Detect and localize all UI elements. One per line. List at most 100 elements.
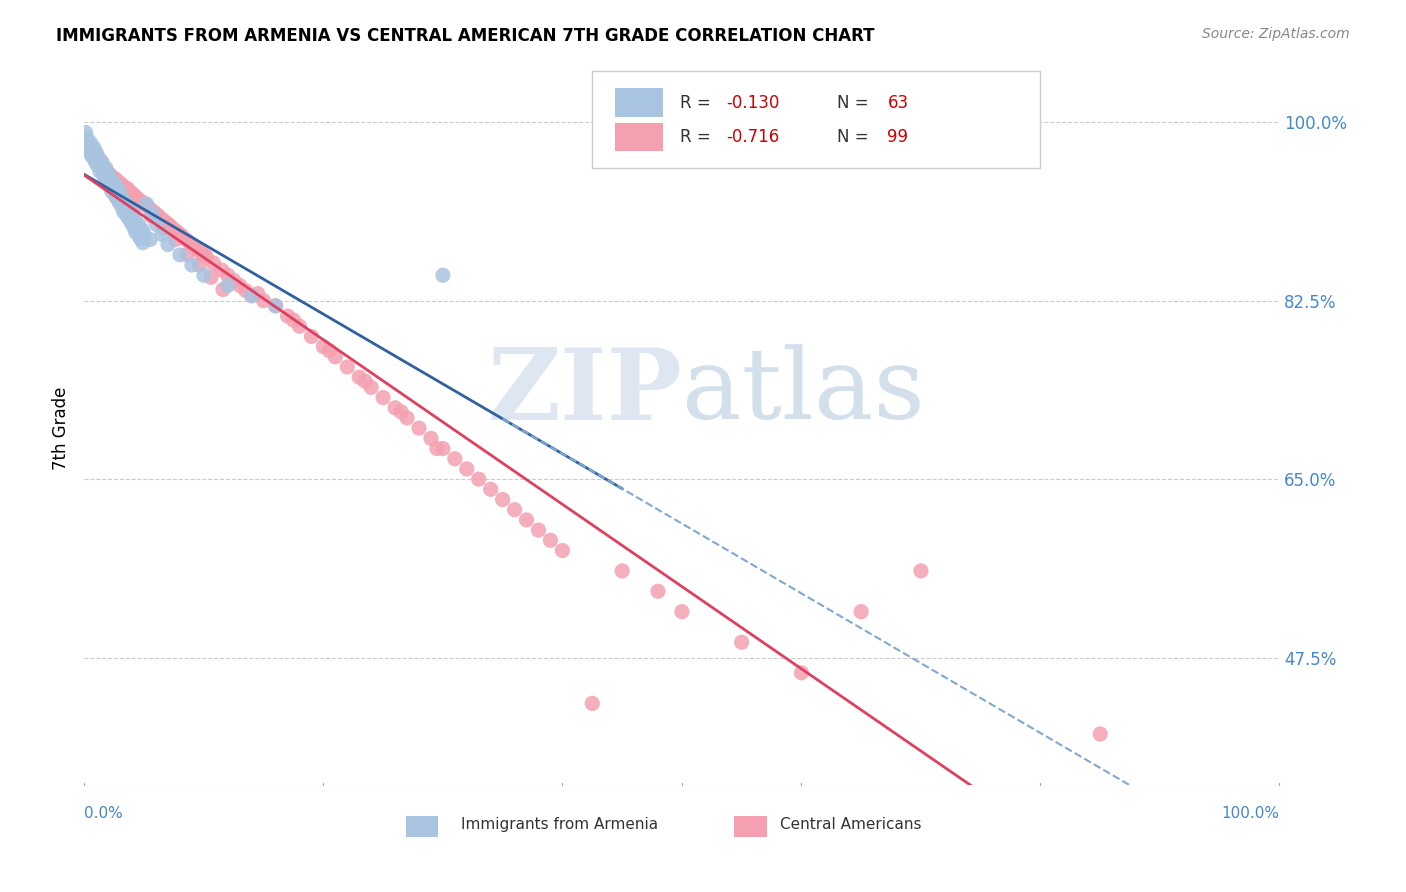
Point [93,169,115,183]
Point [83,141,105,155]
Point [120,215,142,229]
Point [115,181,138,195]
Text: 100.0%: 100.0% [1222,806,1279,822]
Point [349,370,371,384]
Point [104,172,127,186]
Point [148,209,170,223]
Point [84,154,107,169]
Point [105,191,128,205]
Point [790,665,813,680]
Point [217,278,239,293]
Point [229,278,252,293]
Point [131,222,153,236]
Point [188,258,211,272]
Point [104,188,127,202]
Point [117,211,139,226]
Point [426,442,449,456]
Point [108,194,131,209]
Point [93,170,115,185]
Point [118,202,141,216]
Point [77,144,100,158]
Point [87,158,110,172]
Point [157,217,180,231]
Text: -0.130: -0.130 [725,94,779,112]
Point [127,217,149,231]
Point [114,201,136,215]
Text: Immigrants from Armenia: Immigrants from Armenia [461,817,658,831]
Text: Central Americans: Central Americans [780,817,921,831]
Point [128,197,150,211]
Point [142,205,165,219]
Text: IMMIGRANTS FROM ARMENIA VS CENTRAL AMERICAN 7TH GRADE CORRELATION CHART: IMMIGRANTS FROM ARMENIA VS CENTRAL AMERI… [56,27,875,45]
Point [551,543,574,558]
Point [90,154,112,169]
Point [157,237,180,252]
Point [128,229,150,244]
Text: 63: 63 [887,94,908,112]
FancyBboxPatch shape [406,815,439,837]
Point [89,164,111,178]
Text: 99: 99 [887,128,908,146]
Point [121,207,143,221]
Point [169,248,191,262]
Point [277,309,299,323]
Point [235,284,257,298]
Point [360,380,382,394]
Point [111,192,134,206]
Point [581,697,603,711]
Point [132,227,156,242]
Point [540,533,562,548]
Point [82,150,104,164]
Point [503,502,526,516]
Point [211,263,233,277]
Point [139,202,162,216]
Point [155,215,177,229]
Point [212,283,235,297]
Point [492,492,515,507]
Point [122,219,145,234]
Point [169,227,191,242]
Point [97,166,120,180]
Point [384,401,406,415]
Point [150,212,173,227]
Point [124,212,146,227]
Point [145,217,167,231]
Point [100,171,122,186]
Point [240,288,263,302]
Point [79,136,101,150]
Point [910,564,932,578]
Point [75,126,97,140]
Point [479,483,502,497]
Point [195,250,218,264]
Point [246,286,269,301]
Text: N =: N = [838,128,875,146]
Point [141,207,163,221]
Point [336,359,359,374]
Point [179,235,201,250]
Point [121,186,143,201]
Point [117,209,139,223]
Point [456,462,478,476]
Point [516,513,538,527]
Point [354,374,377,388]
Point [187,243,209,257]
Point [176,248,198,262]
Point [86,156,108,170]
Point [96,174,118,188]
Point [77,137,100,152]
Point [183,240,205,254]
Point [288,319,311,334]
Point [141,209,163,223]
Point [190,245,212,260]
FancyBboxPatch shape [614,123,662,152]
Point [98,178,121,193]
Point [264,299,287,313]
Point [79,145,101,160]
Point [124,188,146,202]
Point [90,160,112,174]
Point [264,299,287,313]
Point [172,229,194,244]
Point [125,221,148,235]
FancyBboxPatch shape [592,71,1040,168]
Y-axis label: 7th Grade: 7th Grade [52,386,70,470]
